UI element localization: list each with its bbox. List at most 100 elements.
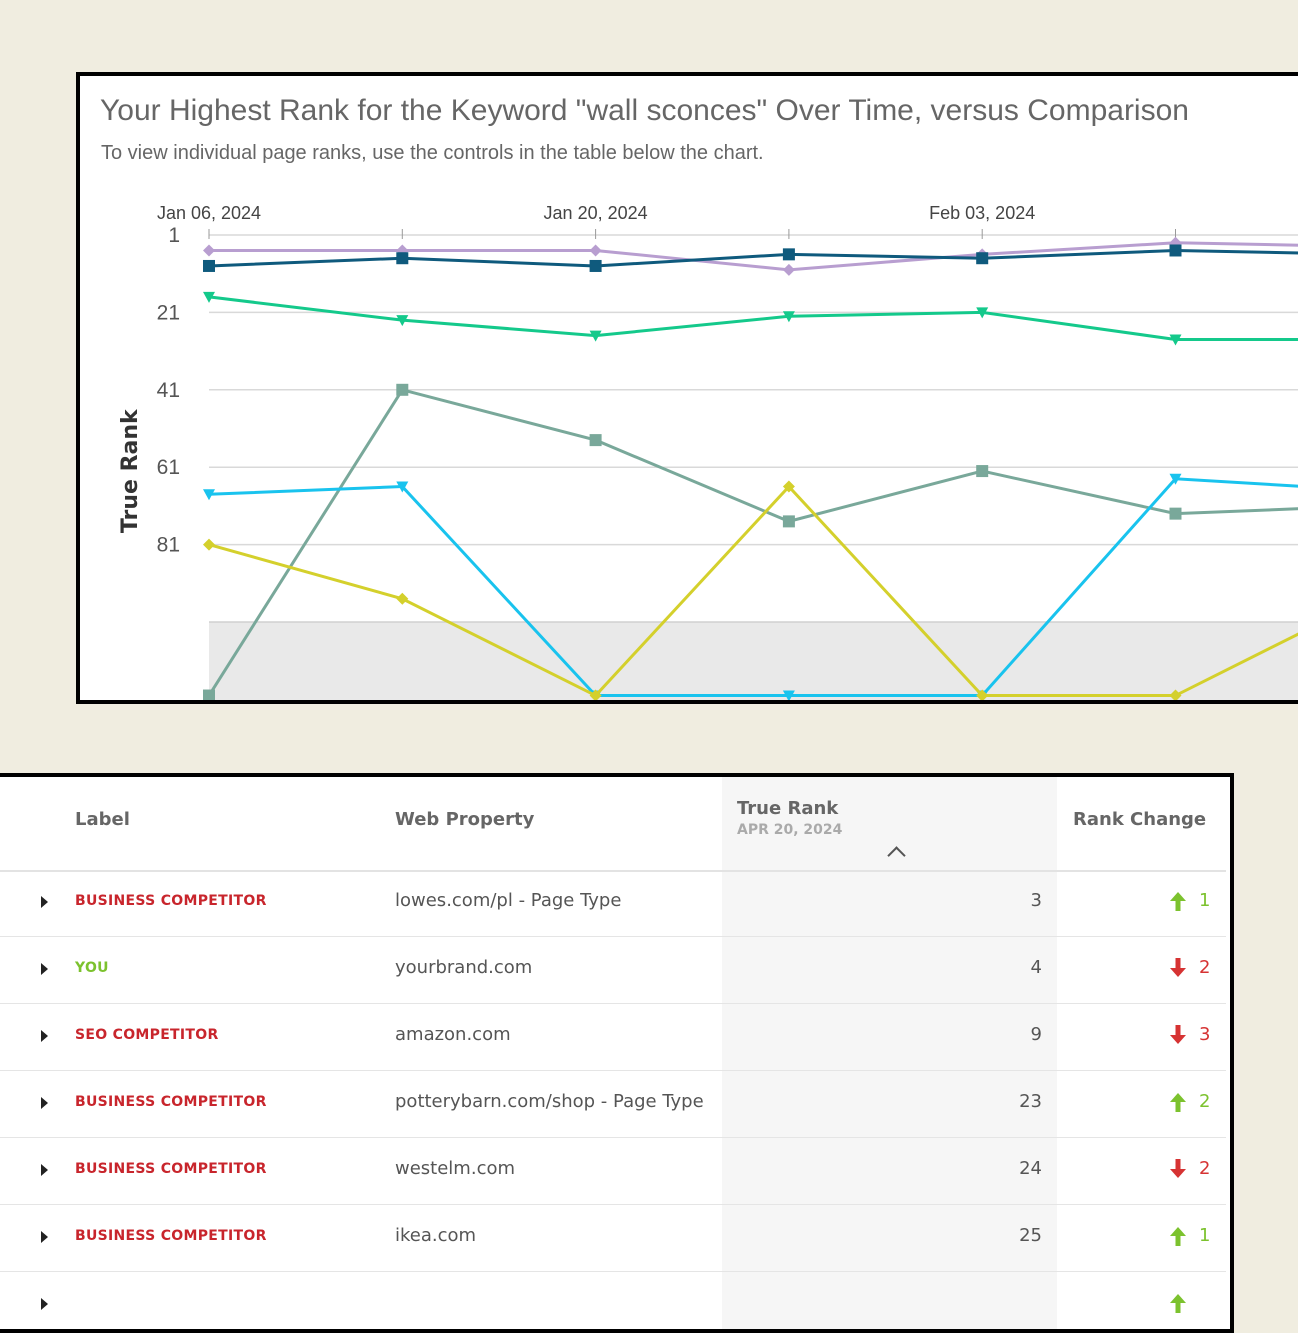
row-web-property: yourbrand.com xyxy=(395,957,533,978)
arrow-up-icon xyxy=(1168,1091,1188,1117)
x-tick-label: Feb 03, 2024 xyxy=(929,203,1035,223)
series-point-3 xyxy=(203,689,215,700)
table-row[interactable]: SEO COMPETITOR amazon.com 9 3 xyxy=(0,1004,1226,1071)
row-true-rank: 25 xyxy=(1019,1225,1042,1246)
row-rank-change: 3 xyxy=(1168,1022,1228,1050)
expand-row-icon[interactable] xyxy=(41,1164,48,1176)
series-point-5 xyxy=(976,689,989,700)
series-line-2 xyxy=(208,295,1298,341)
series-point-5 xyxy=(782,480,795,493)
row-label: BUSINESS COMPETITOR xyxy=(75,1161,267,1177)
series-point-0 xyxy=(589,244,602,257)
table-row[interactable]: BUSINESS COMPETITOR ikea.com 25 1 xyxy=(0,1205,1226,1272)
row-label: YOU xyxy=(75,960,109,976)
series-point-5 xyxy=(1169,689,1182,700)
series-point-2 xyxy=(396,315,409,327)
row-web-property: lowes.com/pl - Page Type xyxy=(395,890,622,911)
series-point-5 xyxy=(396,592,409,605)
series-point-0 xyxy=(782,263,795,276)
header-web-property[interactable]: Web Property xyxy=(395,809,535,830)
arrow-up-icon xyxy=(1168,1225,1188,1251)
row-rank-change: 1 xyxy=(1168,1223,1228,1251)
expand-row-icon[interactable] xyxy=(41,1231,48,1243)
row-rank-change-value: 3 xyxy=(1199,1024,1211,1045)
header-label[interactable]: Label xyxy=(75,809,130,830)
header-true-rank-date: APR 20, 2024 xyxy=(737,822,843,838)
table-row[interactable]: BUSINESS COMPETITOR westelm.com 24 2 xyxy=(0,1138,1226,1205)
series-point-3 xyxy=(589,434,602,447)
series-point-3 xyxy=(1169,507,1182,520)
series-point-5 xyxy=(203,538,215,551)
y-tick-label: 61 xyxy=(157,456,180,479)
y-tick-label: 21 xyxy=(157,301,180,324)
series-point-2 xyxy=(1169,334,1182,346)
row-web-property: potterybarn.com/shop - Page Type xyxy=(395,1091,704,1112)
table-header: Label Web Property True Rank APR 20, 202… xyxy=(0,777,1226,872)
row-rank-change: 2 xyxy=(1168,955,1228,983)
arrow-down-icon xyxy=(1168,1024,1188,1050)
row-rank-change xyxy=(1168,1290,1228,1318)
header-true-rank[interactable]: True Rank xyxy=(737,798,839,819)
row-web-property: amazon.com xyxy=(395,1024,511,1045)
series-point-2 xyxy=(589,330,602,342)
row-rank-change: 2 xyxy=(1168,1156,1228,1184)
series-point-1 xyxy=(1169,244,1182,257)
rank-chart: 1 21 41 61 81 Jan 06, 2024 Jan 20, 2024 Feb 03,… xyxy=(118,203,1298,700)
expand-row-icon[interactable] xyxy=(41,963,48,975)
sorted-column-highlight xyxy=(722,777,1057,1329)
expand-row-icon[interactable] xyxy=(41,1298,48,1310)
arrow-down-icon xyxy=(1168,957,1188,983)
row-web-property: westelm.com xyxy=(395,1158,516,1179)
row-true-rank: 4 xyxy=(1030,957,1042,978)
table-row[interactable]: BUSINESS COMPETITOR lowes.com/pl - Page T… xyxy=(0,870,1226,937)
row-rank-change-value: 1 xyxy=(1199,890,1211,911)
series-point-4 xyxy=(396,481,409,493)
row-rank-change-value: 1 xyxy=(1199,1225,1211,1246)
table-row[interactable]: YOU yourbrand.com 4 2 xyxy=(0,937,1226,1004)
arrow-up-icon xyxy=(1168,1292,1188,1318)
series-point-4 xyxy=(203,489,215,501)
y-tick-label: 1 xyxy=(168,224,180,247)
row-label: BUSINESS COMPETITOR xyxy=(75,1228,267,1244)
row-rank-change-value: 2 xyxy=(1199,957,1211,978)
row-web-property: ikea.com xyxy=(395,1225,477,1246)
series-line-1 xyxy=(208,248,1298,268)
row-rank-change: 1 xyxy=(1168,888,1228,916)
lower-rank-band xyxy=(209,622,1298,700)
series-point-1 xyxy=(976,252,989,265)
y-axis-label: True Rank xyxy=(118,408,143,533)
chart-panel: Your Highest Rank for the Keyword "wall … xyxy=(76,72,1298,704)
series-point-2 xyxy=(782,311,795,323)
table-row[interactable]: BUSINESS COMPETITOR potterybarn.com/shop … xyxy=(0,1071,1226,1138)
y-tick-label: 81 xyxy=(157,534,180,557)
row-label: SEO COMPETITOR xyxy=(75,1027,219,1043)
series-point-2 xyxy=(203,291,215,303)
row-rank-change: 2 xyxy=(1168,1089,1228,1117)
expand-row-icon[interactable] xyxy=(41,1030,48,1042)
sort-ascending-icon[interactable] xyxy=(887,846,906,865)
row-label: BUSINESS COMPETITOR xyxy=(75,1094,267,1110)
series-point-0 xyxy=(203,244,215,257)
expand-row-icon[interactable] xyxy=(41,1097,48,1109)
row-rank-change-value: 2 xyxy=(1199,1091,1211,1112)
table-row[interactable] xyxy=(0,1272,1228,1329)
x-tick-label: Jan 20, 2024 xyxy=(544,203,648,223)
row-true-rank: 24 xyxy=(1019,1158,1042,1179)
series-point-1 xyxy=(203,259,215,272)
series-point-4 xyxy=(782,690,795,700)
series-point-3 xyxy=(976,465,989,478)
row-true-rank: 3 xyxy=(1030,890,1042,911)
chart-title: Your Highest Rank for the Keyword "wall … xyxy=(100,94,1189,127)
expand-row-icon[interactable] xyxy=(41,896,48,908)
series-point-1 xyxy=(782,248,795,261)
row-true-rank: 23 xyxy=(1019,1091,1042,1112)
header-rank-change[interactable]: Rank Change xyxy=(1073,809,1207,830)
row-true-rank: 9 xyxy=(1030,1024,1042,1045)
series-point-2 xyxy=(976,307,989,319)
series-point-3 xyxy=(396,383,409,396)
series-point-5 xyxy=(589,689,602,700)
row-rank-change-value: 2 xyxy=(1199,1158,1211,1179)
series-point-4 xyxy=(1169,473,1182,485)
arrow-down-icon xyxy=(1168,1158,1188,1184)
arrow-up-icon xyxy=(1168,890,1188,916)
